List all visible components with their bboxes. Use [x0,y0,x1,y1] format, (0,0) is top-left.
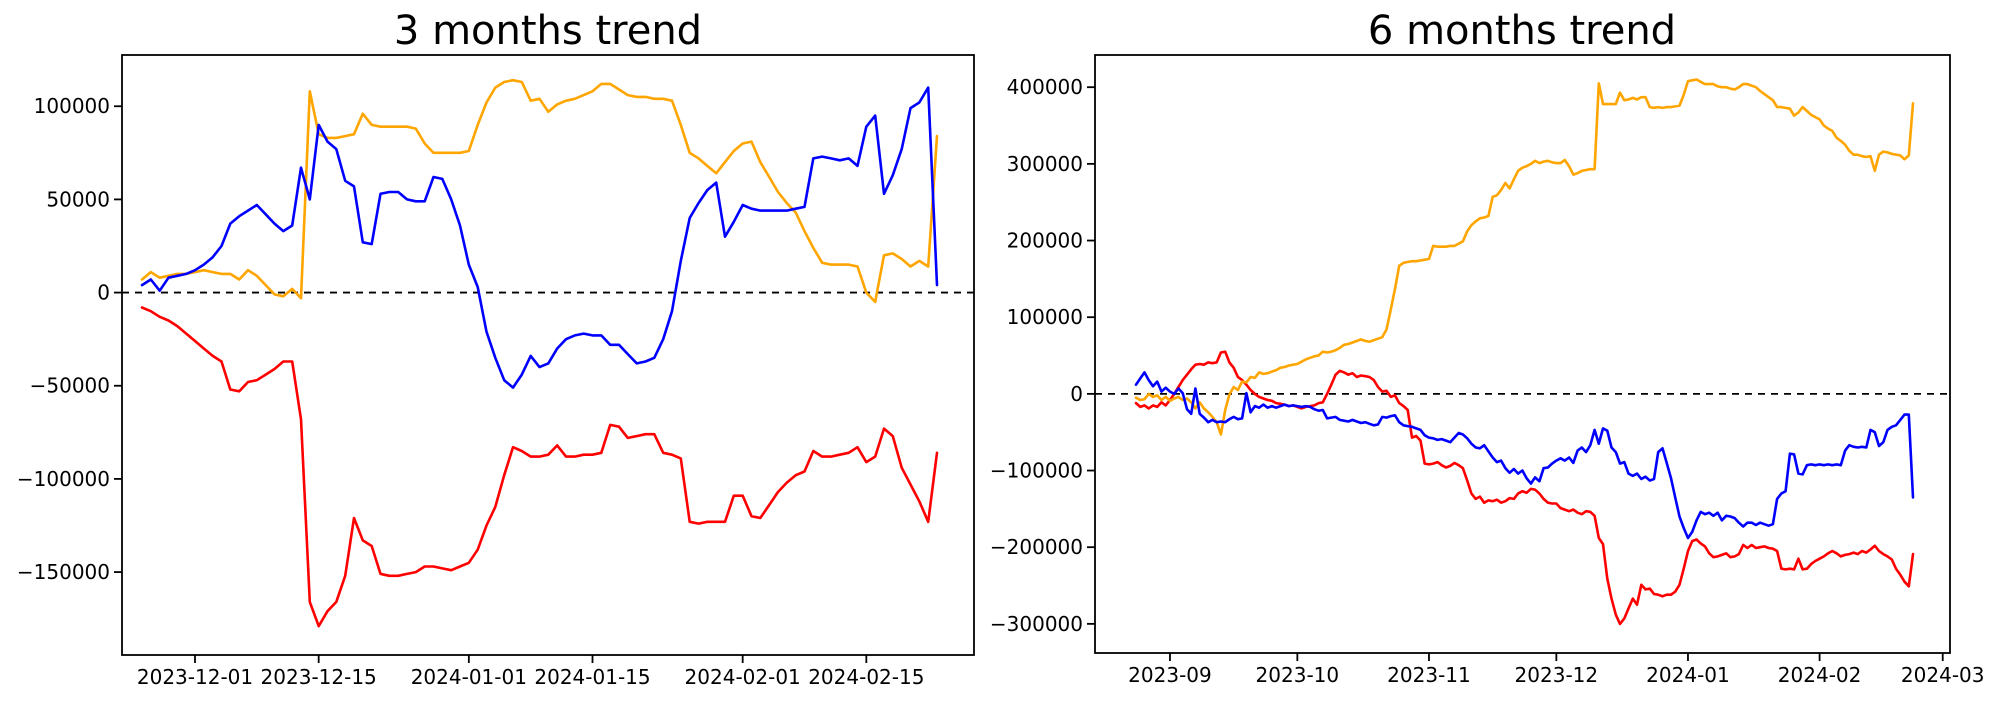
series-line-red [1134,350,1915,626]
x-axis-tick-label: 2024-03 [1901,663,1985,687]
y-axis-tick-label: −200000 [990,535,1083,559]
series-line-blue [1134,371,1915,540]
x-axis-tick-label: 2024-02-15 [808,665,924,689]
y-axis-tick-label: 50000 [46,187,110,211]
y-axis-tick-label: 100000 [1007,305,1083,329]
y-axis-tick-label: −100000 [17,467,110,491]
x-axis-tick-label: 2023-12-15 [261,665,377,689]
chart-6-months-trend: 6 months trend 400000 300000 200000 100000 0… [990,8,1985,687]
y-axis-tick-label: −100000 [990,459,1083,483]
plot-border [121,54,975,656]
chart-3-months-trend: 3 months trend 100000 50000 0 −50000 −100000… [17,8,975,689]
x-axis-tick-label: 2024-01-15 [534,665,650,689]
y-axis-tick-label: 0 [1070,382,1083,406]
series-line-blue [140,86,939,389]
y-axis-tick-label: 400000 [1007,75,1083,99]
series-line-orange [1134,78,1915,436]
x-axis-tick-label: 2024-02-01 [685,665,801,689]
x-axis-tick-label: 2023-10 [1256,663,1340,687]
y-axis-tick-label: 0 [97,281,110,305]
chart-title: 3 months trend [394,8,702,54]
x-axis-tick-label: 2023-09 [1128,663,1212,687]
x-axis-tick-label: 2024-02 [1778,663,1862,687]
y-axis-tick-label: −150000 [17,560,110,584]
x-axis-tick-label: 2023-12 [1515,663,1599,687]
plot-border [1094,54,1951,654]
x-axis-tick-label: 2023-11 [1387,663,1471,687]
x-axis-tick-label: 2024-01 [1646,663,1730,687]
series-line-orange [140,78,939,304]
x-axis-tick-label: 2024-01-01 [411,665,527,689]
chart-title: 6 months trend [1368,8,1676,54]
y-axis-tick-label: 100000 [34,94,110,118]
y-axis-tick-label: −50000 [30,374,110,398]
y-axis-tick-label: 300000 [1007,152,1083,176]
series-line-red [140,306,939,628]
y-axis-tick-label: 200000 [1007,229,1083,253]
x-axis-tick-label: 2023-12-01 [137,665,253,689]
y-axis-tick-label: −300000 [990,612,1083,636]
